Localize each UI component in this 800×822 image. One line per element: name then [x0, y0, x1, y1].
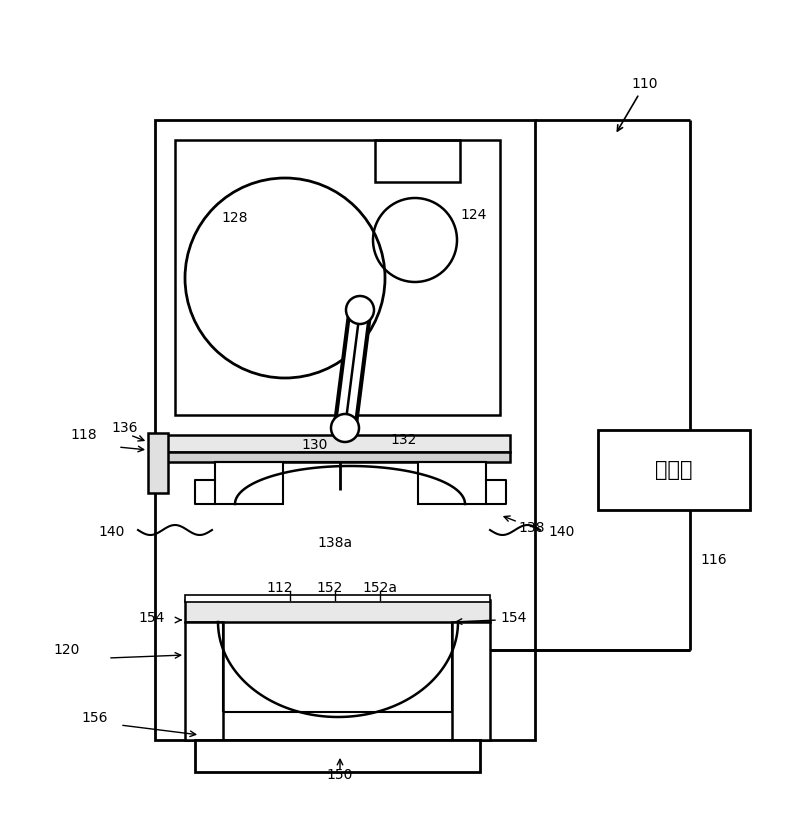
Text: 138: 138	[518, 521, 545, 535]
Bar	[148, 433, 168, 493]
Text: 116: 116	[700, 553, 726, 567]
Bar	[160, 435, 510, 452]
Text: 140: 140	[548, 525, 574, 539]
Text: 120: 120	[54, 643, 80, 657]
Bar	[185, 600, 490, 622]
Text: 136: 136	[111, 421, 138, 435]
Text: 132: 132	[390, 433, 416, 447]
Text: 112: 112	[266, 581, 294, 595]
Bar	[185, 622, 223, 740]
Bar	[185, 595, 490, 602]
Bar	[418, 462, 486, 504]
Bar	[195, 740, 480, 772]
Circle shape	[331, 414, 359, 442]
Text: 152: 152	[317, 581, 343, 595]
Text: 128: 128	[222, 211, 248, 225]
Bar	[375, 140, 460, 182]
Bar	[175, 140, 500, 415]
Text: 156: 156	[82, 711, 108, 725]
Text: 140: 140	[98, 525, 125, 539]
Circle shape	[346, 296, 374, 324]
Bar	[215, 462, 283, 504]
Text: 150: 150	[327, 768, 353, 782]
Text: 130: 130	[302, 438, 328, 452]
Bar	[452, 622, 490, 740]
Bar	[160, 452, 510, 462]
Text: 154: 154	[138, 611, 165, 625]
Bar	[598, 430, 750, 510]
Text: 110: 110	[618, 77, 658, 131]
Text: 138a: 138a	[318, 536, 353, 550]
Text: 124: 124	[460, 208, 486, 222]
Bar	[155, 120, 535, 740]
Text: 154: 154	[500, 611, 526, 625]
Text: 152a: 152a	[362, 581, 398, 595]
Text: 控制部: 控制部	[655, 460, 693, 480]
Text: 118: 118	[70, 428, 97, 442]
